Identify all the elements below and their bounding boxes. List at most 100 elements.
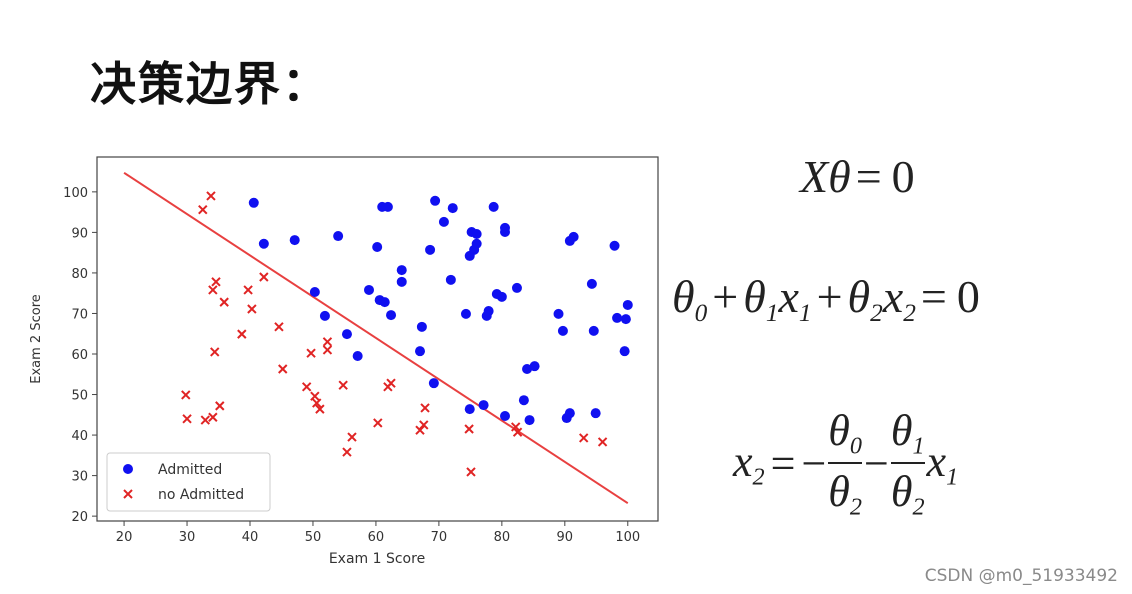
cross-point	[181, 390, 191, 400]
cross-stroke	[464, 424, 474, 434]
circle-point	[471, 238, 482, 249]
circle-point	[586, 278, 597, 289]
circle-point	[488, 201, 499, 212]
cross-stroke	[510, 422, 521, 432]
symbol: x2	[883, 271, 916, 327]
cross-stroke	[206, 191, 216, 201]
circle-point	[500, 226, 510, 237]
cross-point	[259, 272, 269, 282]
x-tick-label: 90	[557, 530, 574, 545]
y-tick-label: 30	[71, 470, 88, 485]
symbol-text: θ	[672, 271, 695, 322]
legend-box	[106, 452, 271, 512]
circle-point	[425, 244, 436, 255]
cross-point	[310, 391, 320, 401]
cross-stroke	[200, 415, 211, 425]
operator: 0	[956, 271, 980, 322]
x-tick-label: 70	[431, 530, 448, 545]
cross-point	[415, 425, 425, 435]
cross-point	[278, 364, 288, 374]
subscript: 2	[849, 493, 862, 521]
y-axis-label: Exam 2 Score	[29, 294, 44, 383]
cross-point	[464, 424, 474, 434]
cross-stroke	[322, 337, 333, 347]
cross-point	[198, 204, 208, 215]
circle-point	[518, 395, 529, 406]
cross-stroke	[512, 427, 523, 437]
y-tick-label: 70	[71, 307, 88, 322]
operator: =	[855, 151, 882, 202]
circle-point	[568, 231, 579, 242]
circle-point	[464, 404, 475, 415]
cross-stroke	[210, 347, 220, 357]
cross-point	[200, 415, 211, 425]
cross-stroke	[278, 364, 288, 374]
circle-point	[396, 276, 407, 287]
cross-point	[597, 437, 608, 447]
cross-point	[237, 329, 247, 339]
x-tick-label: 80	[494, 530, 511, 545]
legend-label: no Admitted	[158, 487, 244, 503]
cross-point	[210, 347, 220, 357]
circle-point	[483, 306, 494, 317]
symbol-text: x	[733, 436, 753, 486]
cross-point	[123, 489, 133, 499]
cross-point	[386, 378, 396, 388]
cross-point	[312, 398, 322, 408]
symbol: X	[800, 151, 829, 202]
circle-point	[496, 291, 507, 302]
circle-point	[258, 238, 269, 249]
cross-point	[211, 277, 221, 287]
circle-point	[319, 310, 330, 321]
symbol: θ	[828, 151, 851, 202]
circle-point	[430, 195, 441, 206]
subscript: 1	[912, 432, 925, 460]
circle-point	[522, 363, 533, 374]
cross-point	[420, 403, 430, 413]
circle-point	[438, 216, 449, 227]
circle-point	[372, 241, 383, 252]
cross-point	[306, 348, 316, 358]
cross-point	[342, 447, 352, 457]
symbol: θ1	[743, 271, 778, 327]
fraction-bar	[828, 462, 862, 465]
chart: Exam 1 Score Exam 2 Score 20 30 40 50 60 70 80…	[29, 156, 659, 567]
operator: −	[864, 438, 889, 488]
denominator: θ2	[828, 466, 862, 521]
circle-point	[557, 325, 568, 336]
cross-stroke	[466, 467, 476, 477]
cross-stroke	[415, 425, 425, 435]
circle-point	[460, 308, 471, 319]
symbol-text: x	[926, 436, 947, 486]
formula: θ0 + θ1x1 + θ2x2 = 0	[672, 270, 985, 328]
subscript: 0	[694, 298, 708, 327]
cross-stroke	[219, 297, 229, 307]
y-tick-label: 40	[71, 429, 88, 444]
y-tick-label: 50	[71, 389, 88, 404]
fraction-bar	[890, 462, 925, 465]
cross-stroke	[123, 489, 133, 499]
symbol-text: θ	[890, 406, 913, 455]
cross-stroke	[315, 404, 325, 414]
cross-stroke	[386, 378, 396, 388]
y-tick-label: 100	[63, 186, 88, 201]
cross-point	[466, 467, 476, 477]
fraction: θ1 θ2	[890, 405, 925, 522]
cross-point	[243, 285, 253, 295]
circle-point	[364, 284, 374, 295]
symbol-text: θ	[890, 467, 913, 517]
formula: Xθ = 0	[800, 150, 920, 203]
circle-point	[379, 297, 390, 308]
operator: +	[712, 271, 739, 322]
cross-stroke	[338, 380, 348, 390]
circle-point	[529, 361, 540, 372]
x-tick-label: 60	[368, 530, 385, 545]
circle-point	[561, 413, 572, 424]
cross-stroke	[310, 391, 320, 401]
x-tick-label: 40	[242, 530, 259, 545]
cross-stroke	[342, 447, 352, 457]
circle-point	[416, 321, 427, 332]
cross-point	[419, 420, 429, 430]
cross-point	[301, 382, 312, 392]
cross-point	[182, 414, 192, 424]
